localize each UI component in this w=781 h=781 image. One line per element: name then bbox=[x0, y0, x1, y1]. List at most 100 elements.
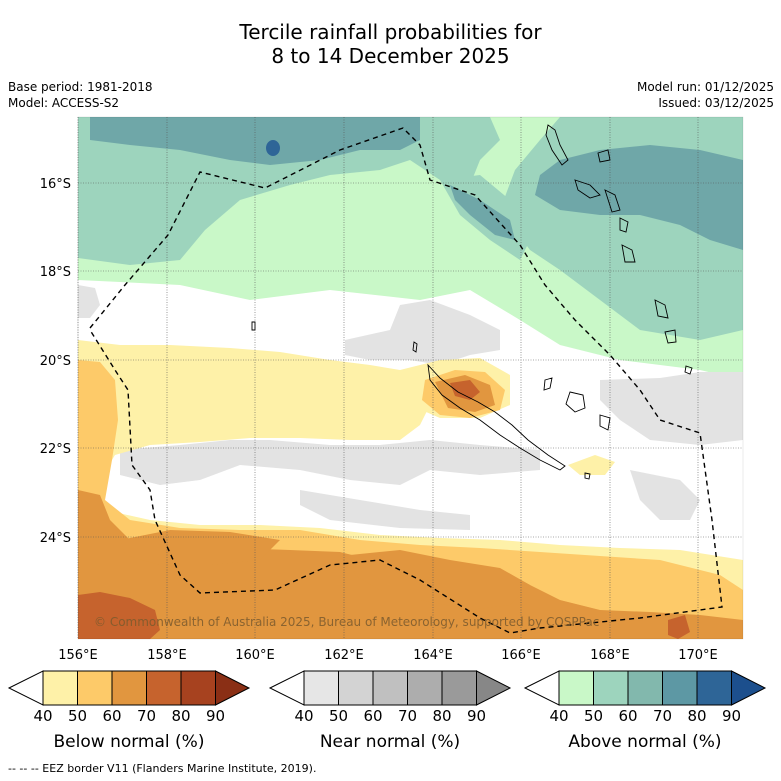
colorbar-above-label: 50 bbox=[584, 707, 603, 725]
colorbar-below-swatch-0 bbox=[42, 670, 78, 706]
lon-tick-label: 156°E bbox=[58, 648, 98, 663]
colorbar-above-swatch-4 bbox=[696, 670, 732, 706]
colorbar-near-normal: 40 50 60 70 80 90 Near normal (%) bbox=[268, 670, 512, 752]
near-normal-region-center bbox=[345, 300, 500, 365]
colorbar-above-swatch-3 bbox=[662, 670, 698, 706]
colorbar-above-label: 80 bbox=[687, 707, 706, 725]
coastlines bbox=[251, 124, 693, 480]
near-normal-region-east bbox=[600, 372, 743, 445]
lon-tick-label: 166°E bbox=[501, 648, 541, 663]
copyright-text: © Commonwealth of Australia 2025, Bureau… bbox=[94, 615, 599, 629]
base-period: Base period: 1981-2018 bbox=[8, 80, 153, 94]
lon-tick-label: 158°E bbox=[147, 648, 187, 663]
colorbar-near-swatch-1 bbox=[338, 670, 374, 706]
colorbar-below-label: 50 bbox=[68, 707, 87, 725]
colorbar-near-label: 50 bbox=[329, 707, 348, 725]
near-normal-region-south-mid bbox=[300, 490, 470, 530]
colorbar-below-label: 70 bbox=[137, 707, 156, 725]
meta-left: Base period: 1981-2018 Model: ACCESS-S2 bbox=[8, 79, 153, 111]
colorbar-below-title: Below normal (%) bbox=[54, 732, 205, 752]
below-normal-70-80-spot bbox=[668, 615, 690, 639]
near-normal-region-south bbox=[120, 440, 540, 485]
lat-tick-label: 18°S bbox=[40, 265, 71, 280]
below-normal-70-80-spot-center bbox=[450, 380, 480, 400]
lat-tick-label: 22°S bbox=[40, 442, 71, 457]
colorbar-below-label: 60 bbox=[102, 707, 121, 725]
above-normal-60-70-region-east bbox=[535, 145, 743, 250]
colorbar-below-low-arrow bbox=[7, 670, 44, 706]
colorbar-above-high-arrow bbox=[731, 670, 767, 706]
title-line-2: 8 to 14 December 2025 bbox=[271, 44, 510, 68]
colorbar-above-title: Above normal (%) bbox=[568, 732, 721, 752]
colorbar-above-swatch-2 bbox=[627, 670, 663, 706]
colorbar-below-swatch-2 bbox=[111, 670, 147, 706]
meta-right: Model run: 01/12/2025 Issued: 03/12/2025 bbox=[637, 79, 774, 111]
above-normal-60-70-region bbox=[90, 117, 420, 165]
colorbar-near-swatch-2 bbox=[372, 670, 408, 706]
above-normal-50-60-region bbox=[78, 117, 500, 265]
above-normal-60-70-region-mid bbox=[450, 185, 515, 240]
colorbar-below-label: 40 bbox=[33, 707, 52, 725]
colorbar-above-swatch-0 bbox=[558, 670, 594, 706]
lon-tick-label: 160°E bbox=[235, 648, 275, 663]
probability-field bbox=[78, 117, 743, 639]
colorbar-above-normal: 40 50 60 70 80 90 Above normal (%) bbox=[523, 670, 767, 752]
colorbar-near-swatch-3 bbox=[407, 670, 443, 706]
colorbar-above-label: 90 bbox=[722, 707, 741, 725]
colorbar-near-high-arrow bbox=[476, 670, 512, 706]
lon-tick-label: 162°E bbox=[324, 648, 364, 663]
near-normal-region-southeast bbox=[630, 470, 700, 520]
new-caledonia-outline bbox=[427, 363, 566, 471]
model-run: Model run: 01/12/2025 bbox=[636, 80, 774, 94]
colorbar-above-label: 60 bbox=[618, 707, 637, 725]
colorbar-near-swatch-4 bbox=[441, 670, 477, 706]
colorbar-near-label: 70 bbox=[398, 707, 417, 725]
colorbar-near-label: 40 bbox=[294, 707, 313, 725]
lat-tick-label: 24°S bbox=[40, 531, 71, 546]
model-name: Model: ACCESS-S2 bbox=[8, 96, 120, 110]
lat-tick-labels: 16°S 18°S 20°S 22°S 24°S bbox=[40, 177, 71, 546]
lon-tick-label: 170°E bbox=[678, 648, 718, 663]
colorbar-below-swatch-3 bbox=[146, 670, 182, 706]
issued-date: Issued: 03/12/2025 bbox=[658, 96, 774, 110]
map-title: Tercile rainfall probabilities for 8 to … bbox=[0, 20, 781, 68]
colorbar-above-label: 70 bbox=[653, 707, 672, 725]
small-islet-1 bbox=[251, 321, 256, 331]
colorbar-above-label: 40 bbox=[549, 707, 568, 725]
colorbar-below-normal: 40 50 60 70 80 90 Below normal (%) bbox=[7, 670, 251, 752]
vanuatu-outline bbox=[545, 124, 693, 375]
map-frame bbox=[77, 116, 744, 640]
lat-tick-label: 20°S bbox=[40, 354, 71, 369]
graticule bbox=[77, 117, 743, 639]
eez-footnote: -- -- -- EEZ border V11 (Flanders Marine… bbox=[8, 762, 317, 775]
colorbar-near-low-arrow bbox=[268, 670, 305, 706]
below-normal-40-50-spot bbox=[568, 455, 615, 475]
small-islet-3 bbox=[584, 472, 591, 480]
eez-border bbox=[89, 127, 723, 634]
below-normal-70-80-region bbox=[78, 592, 160, 639]
colorbar-below-high-arrow bbox=[215, 670, 251, 706]
below-normal-60-70-region bbox=[78, 490, 743, 639]
below-normal-60-70-region-south bbox=[350, 550, 530, 610]
lat-tick-label: 16°S bbox=[40, 177, 71, 192]
small-islet-2 bbox=[412, 341, 418, 353]
colorbar-below-label: 90 bbox=[206, 707, 225, 725]
colorbar-below-label: 80 bbox=[171, 707, 190, 725]
lon-tick-label: 168°E bbox=[590, 648, 630, 663]
lon-tick-label: 164°E bbox=[413, 648, 453, 663]
lon-tick-labels: 156°E 158°E 160°E 162°E 164°E 166°E 168°… bbox=[58, 648, 718, 663]
above-normal-70-80-spot bbox=[266, 140, 280, 156]
colorbar-near-label: 80 bbox=[432, 707, 451, 725]
near-normal-region-west bbox=[78, 285, 100, 318]
colorbar-near-swatch-0 bbox=[303, 670, 339, 706]
loyalty-islands-outline bbox=[543, 377, 611, 431]
colorbar-near-label: 90 bbox=[467, 707, 486, 725]
title-line-1: Tercile rainfall probabilities for bbox=[239, 20, 542, 44]
colorbar-above-low-arrow bbox=[523, 670, 560, 706]
colorbar-above-swatch-1 bbox=[593, 670, 629, 706]
colorbar-below-swatch-1 bbox=[77, 670, 113, 706]
below-normal-60-70-region-b bbox=[120, 530, 280, 565]
colorbar-below-swatch-4 bbox=[180, 670, 216, 706]
colorbar-near-label: 60 bbox=[363, 707, 382, 725]
